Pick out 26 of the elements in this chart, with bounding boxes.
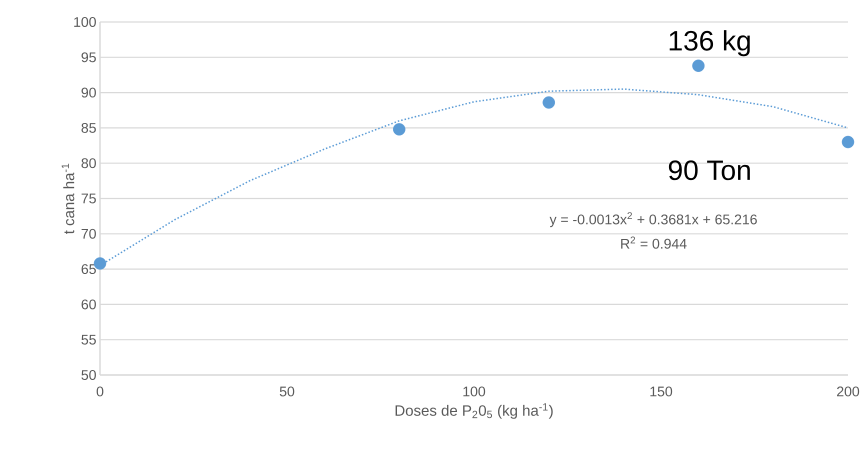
y-tick-label: 65	[82, 264, 96, 274]
y-tick-label: 80	[82, 158, 96, 168]
x-tick-label: 0	[96, 386, 104, 396]
point	[393, 123, 406, 136]
x-tick-label: 200	[837, 386, 860, 396]
y-tick-label: 85	[82, 122, 96, 133]
annotation: 90 Ton	[668, 160, 750, 180]
y-tick-label: 70	[82, 228, 96, 239]
x-tick-label: 50	[280, 386, 294, 396]
point	[542, 96, 556, 109]
point	[692, 60, 705, 72]
y-tick-label: 60	[82, 299, 96, 310]
point	[842, 136, 854, 148]
x-axis-title: Doses de P$_{2}$0$_{5}$ (kg ha$^{-1}$)	[396, 403, 553, 419]
annotation: R$^{2}$ = 0.944	[621, 236, 687, 249]
y-tick-label: 55	[81, 334, 96, 345]
y-tick-label: 100	[74, 17, 96, 27]
annotation: 136 kg	[670, 30, 750, 56]
x-tick-label: 100	[463, 386, 486, 396]
x-tick-label: 150	[650, 386, 672, 396]
y-tick-label: 95	[82, 52, 96, 62]
annotation: y = -0.0013x$^{2}$ + 0.3681x + 65.216	[550, 212, 757, 228]
y-axis-title: t cana ha$^{-1}$	[62, 164, 74, 234]
y-tick-label: 50	[81, 370, 96, 380]
y-tick-label: 90	[82, 88, 96, 98]
y-tick-label: 75	[82, 194, 96, 204]
